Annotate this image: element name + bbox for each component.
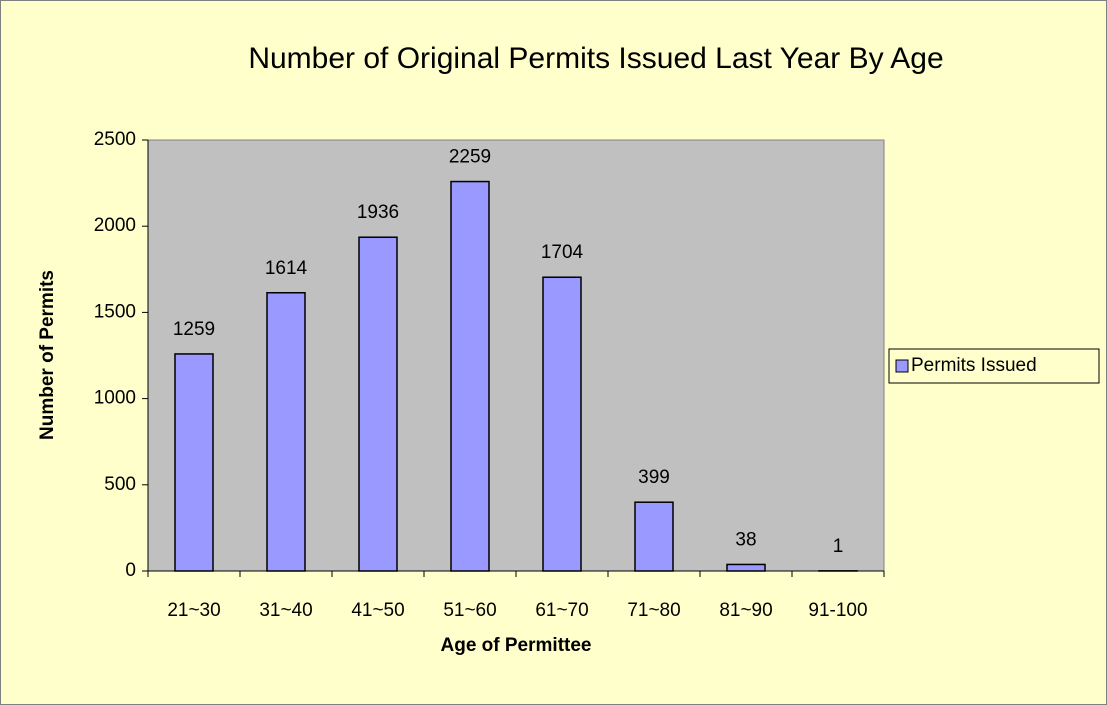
bar	[542, 276, 582, 572]
bar	[266, 291, 306, 572]
data-label: 1936	[357, 202, 399, 223]
y-tick-label: 1500	[94, 301, 136, 322]
x-tick-label: 81~90	[719, 600, 772, 621]
y-tick-label: 2500	[94, 129, 136, 150]
legend	[888, 348, 1100, 384]
x-tick-label: 71~80	[627, 600, 680, 621]
y-tick-label: 1000	[94, 388, 136, 409]
y-tick-label: 500	[104, 474, 136, 495]
data-label: 2259	[449, 147, 491, 168]
data-label: 1	[833, 536, 844, 557]
data-label: 1614	[265, 258, 308, 279]
y-axis-title: Number of Permits	[37, 270, 58, 440]
y-tick-label: 0	[125, 560, 136, 581]
x-tick-label: 61~70	[535, 600, 588, 621]
data-label: 1259	[173, 319, 215, 340]
x-tick-label: 41~50	[351, 600, 404, 621]
bar	[174, 353, 214, 572]
data-label: 1704	[541, 242, 584, 263]
bar	[450, 180, 490, 572]
legend-label: Permits Issued	[911, 355, 1037, 376]
data-label: 38	[735, 529, 756, 550]
legend-swatch	[895, 359, 909, 373]
bar	[358, 236, 398, 572]
bar	[634, 501, 674, 572]
x-tick-label: 51~60	[443, 600, 496, 621]
x-axis-title: Age of Permittee	[441, 635, 592, 656]
plot-area	[147, 139, 885, 572]
y-tick-label: 2000	[94, 215, 136, 236]
data-label: 399	[638, 467, 670, 488]
x-tick-label: 21~30	[167, 600, 220, 621]
bar	[726, 563, 766, 572]
x-tick-label: 91-100	[808, 600, 867, 621]
chart-title: Number of Original Permits Issued Last Y…	[248, 42, 943, 75]
x-tick-label: 31~40	[259, 600, 312, 621]
